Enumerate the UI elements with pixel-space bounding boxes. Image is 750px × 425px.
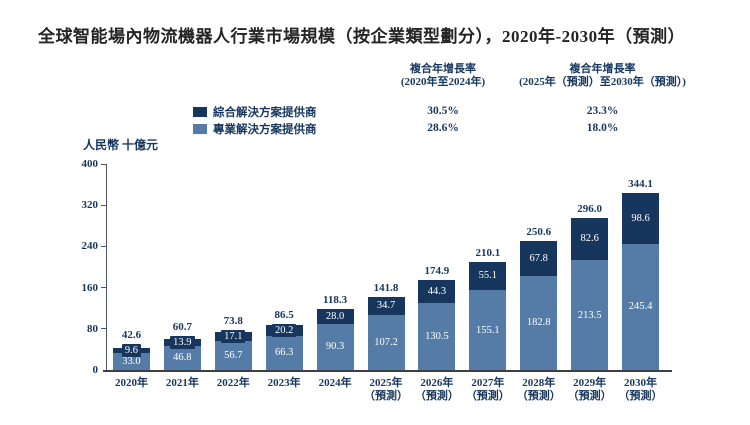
bar-total-label: 296.0 (577, 202, 602, 215)
cagr-value-integrated-2020-2024: 30.5% (427, 105, 459, 117)
bar-value-integrated: 28.0 (317, 309, 354, 323)
plot-area: 0 80 160 240 320 400 33.0 9.6 42.6 2020年 46.8 13.9 6… (82, 158, 672, 402)
bar-value-integrated: 98.6 (622, 211, 659, 225)
y-axis-tick-mark (101, 287, 106, 289)
bar-value-integrated: 20.2 (266, 324, 303, 338)
bar-value-specialized: 155.1 (476, 324, 500, 336)
x-axis-label: 2025年 （預測） (364, 377, 408, 402)
y-axis-tick-label: 320 (81, 199, 99, 212)
cagr-header-line1: 複合年增長率 (410, 63, 476, 75)
bar-value-integrated: 55.1 (469, 269, 506, 283)
y-axis-tick-label: 240 (81, 240, 99, 253)
bar-value-specialized: 46.8 (173, 352, 192, 364)
cagr-header-2025-2030: 複合年增長率 (2025年（預測）至2030年（預測）) (475, 63, 730, 89)
cagr-header-2020-2024: 複合年增長率 (2020年至2024年) (343, 63, 543, 89)
bar-value-integrated: 67.8 (520, 251, 557, 265)
cagr-header-line2: (2020年至2024年) (400, 76, 486, 88)
bar-value-specialized: 245.4 (628, 301, 653, 313)
cagr-value-integrated-2025-2030: 23.3% (586, 105, 619, 117)
x-axis-label: 2029年 （預測） (567, 377, 612, 402)
x-axis-label: 2024年 (318, 377, 352, 389)
bar-segment-specialized (316, 323, 354, 370)
bar-value-integrated: 82.6 (571, 232, 608, 246)
x-axis-label: 2021年 (165, 377, 199, 389)
legend-item-specialized: 專業解決方案提供商 (193, 122, 317, 136)
x-axis-label: 2023年 (267, 377, 301, 389)
legend-item-integrated: 綜合解決方案提供商 (193, 105, 317, 119)
bar-value-specialized: 33.0 (122, 356, 141, 368)
x-axis-label: 2020年 (114, 377, 148, 389)
bar-value-integrated: 13.9 (164, 335, 201, 349)
cagr-value-specialized-2025-2030: 18.0% (586, 122, 619, 134)
y-axis-line (106, 164, 107, 370)
bar-value-specialized: 130.5 (425, 330, 449, 342)
bar-value-specialized: 213.5 (577, 309, 602, 321)
bar-segment-specialized (265, 335, 303, 370)
bar-total-label: 250.6 (526, 225, 552, 238)
legend-swatch-specialized (193, 124, 207, 134)
x-axis-label: 2027年 （預測） (465, 377, 510, 402)
bar-segment-specialized (112, 353, 150, 370)
bar-segment-specialized (469, 290, 507, 370)
bar-value-specialized: 182.8 (526, 317, 551, 329)
bar-total-label: 118.3 (323, 294, 348, 307)
bar-segment-specialized (571, 260, 609, 370)
y-axis-tick-mark (101, 163, 106, 165)
y-axis-tick-mark (101, 204, 106, 206)
bar-value-integrated: 17.1 (215, 329, 252, 343)
x-axis-label: 2028年 （預測） (516, 377, 561, 402)
cagr-header-line2: (2025年（預測）至2030年（預測）) (519, 76, 686, 88)
bar-total-label: 344.1 (628, 177, 653, 190)
x-axis-label: 2022年 (216, 377, 250, 389)
bar-value-integrated: 9.6 (113, 344, 150, 358)
bar-segment-specialized (367, 314, 405, 370)
bar-value-integrated: 44.3 (418, 284, 455, 298)
y-axis-tick-label: 80 (87, 322, 98, 335)
legend-label-specialized: 專業解決方案提供商 (213, 124, 317, 136)
cagr-header-line1: 複合年增長率 (569, 63, 636, 75)
bar-segment-specialized (214, 340, 252, 370)
x-axis-label: 2030年 （預測） (618, 377, 663, 402)
cagr-value-specialized-2020-2024: 28.6% (427, 122, 459, 134)
y-axis-unit-label: 人民幣 十億元 (83, 138, 159, 152)
bar-value-integrated: 34.7 (368, 299, 405, 313)
y-axis-tick-label: 160 (81, 281, 99, 294)
y-axis-tick-label: 400 (81, 158, 99, 170)
bar-segment-specialized (622, 243, 660, 370)
bar-total-label: 174.9 (424, 264, 450, 277)
bar-total-label: 73.8 (223, 314, 243, 327)
bar-value-specialized: 66.3 (274, 347, 294, 359)
bar-value-specialized: 90.3 (325, 341, 345, 353)
y-axis-tick-mark (101, 328, 106, 330)
y-axis-tick-mark (101, 245, 106, 247)
x-axis-label: 2026年 （預測） (414, 377, 459, 402)
legend-label-integrated: 綜合解決方案提供商 (213, 107, 317, 119)
legend-swatch-integrated (193, 107, 207, 117)
bar-total-label: 141.8 (373, 281, 399, 294)
bar-total-label: 210.1 (475, 246, 501, 259)
x-axis-baseline (103, 370, 672, 372)
bar-total-label: 42.6 (121, 329, 142, 342)
y-axis-tick-label: 0 (92, 364, 99, 376)
bar-segment-specialized (520, 275, 558, 370)
chart-title: 全球智能場內物流機器人行業市場規模（按企業類型劃分），2020年-2030年（預… (38, 27, 686, 46)
bar-segment-specialized (163, 345, 201, 370)
bar-value-specialized: 107.2 (374, 336, 398, 348)
bar-total-label: 60.7 (172, 320, 192, 333)
bar-total-label: 86.5 (274, 309, 294, 322)
bar-value-specialized: 56.7 (224, 349, 243, 361)
bar-segment-specialized (418, 302, 456, 370)
